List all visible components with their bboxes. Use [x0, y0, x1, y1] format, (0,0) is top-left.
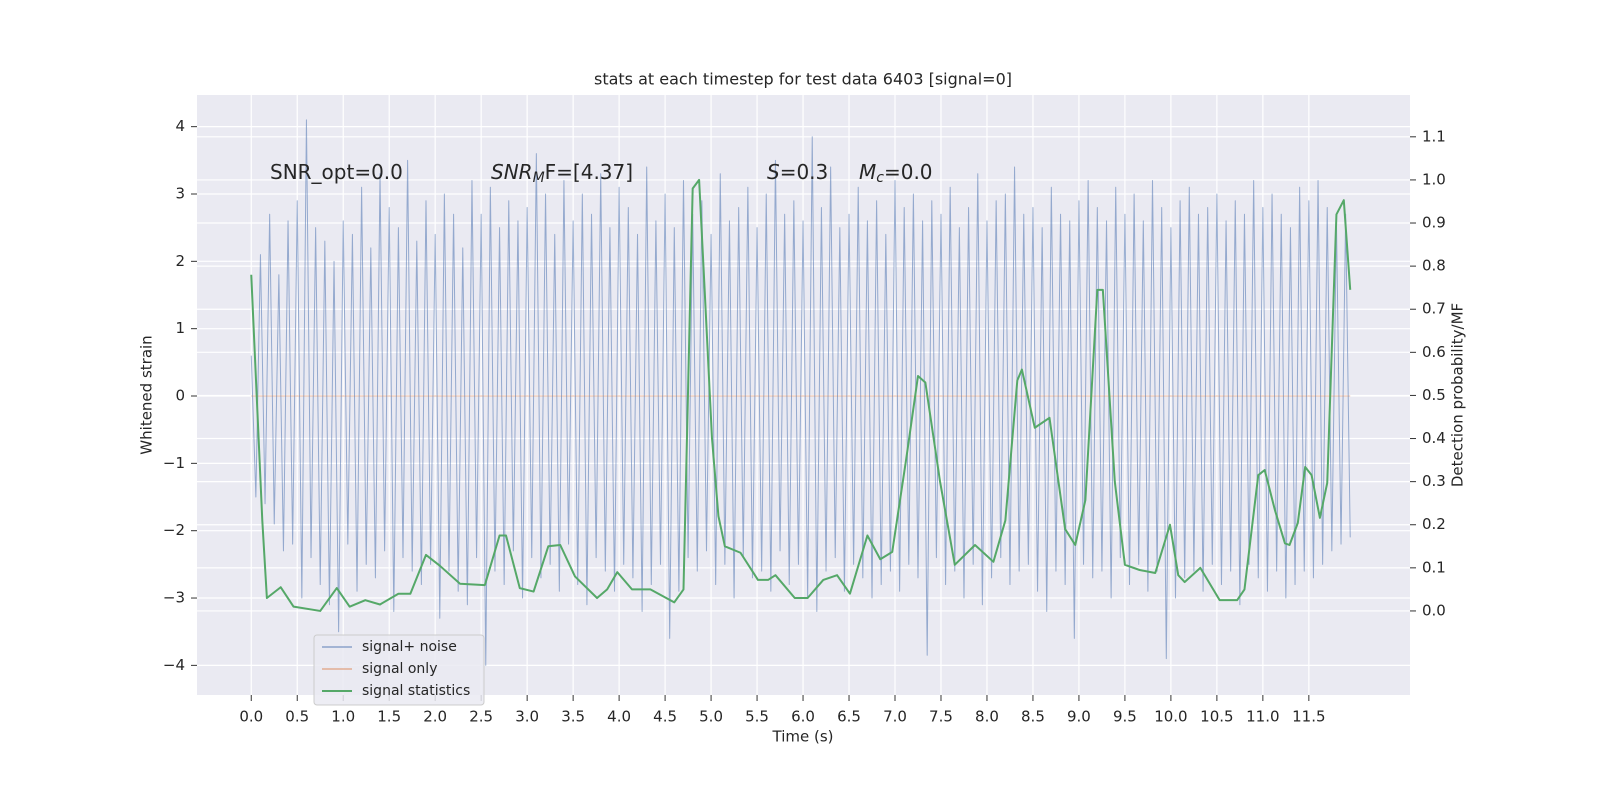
y-tick-label: −4: [163, 656, 185, 674]
annotation: SNR_opt=0.0: [270, 160, 403, 184]
annotation: Mc=0.0: [859, 160, 933, 187]
y-tick-label: 2: [175, 252, 185, 270]
y-tick-label: −2: [163, 521, 185, 539]
annotations: SNR_opt=0.0 SNRMF=[4.37] S=0.3 Mc=0.0: [270, 160, 933, 187]
y2-tick-label: 0.4: [1422, 429, 1446, 447]
legend-label: signal+ noise: [362, 639, 457, 655]
x-tick-label: 6.5: [837, 708, 861, 726]
y-tick-label: 0: [175, 387, 185, 405]
y2-tick-label: 0.2: [1422, 515, 1446, 533]
annotation-base: M: [859, 160, 876, 184]
x-tick-label: 8.0: [975, 708, 999, 726]
annotation: S=0.3: [767, 160, 828, 184]
lines: [250, 119, 1352, 666]
legend-box: [313, 634, 485, 706]
x-tick-label: 11.0: [1246, 708, 1279, 726]
legend-label: signal only: [362, 661, 437, 677]
series-line: [250, 119, 1351, 666]
annotation-sub: M: [533, 170, 545, 186]
y2-tick-label: 0.5: [1422, 386, 1446, 404]
annotation: SNRMF=[4.37]: [491, 160, 633, 187]
y2-tick-label: 0.9: [1422, 214, 1446, 232]
y2-tick-label: 0.0: [1422, 601, 1446, 619]
chart-title: stats at each timestep for test data 640…: [594, 70, 1012, 89]
x-tick-label: 0.0: [239, 708, 263, 726]
y-tick-label: 1: [175, 319, 185, 337]
y-tick-label: −1: [163, 454, 185, 472]
y2-tick-label: 0.3: [1422, 472, 1446, 490]
y2-tick-label: 0.7: [1422, 300, 1446, 318]
x-tick-label: 1.0: [331, 708, 355, 726]
y2-axis-label: Detection probability/MF: [1449, 303, 1467, 487]
x-tick-label: 2.0: [423, 708, 447, 726]
y-tick-label: 4: [175, 117, 185, 135]
x-tick-label: 10.0: [1154, 708, 1187, 726]
series-line: [250, 178, 1352, 612]
y2-tick-label: 0.6: [1422, 343, 1446, 361]
x-tick-label: 5.0: [699, 708, 723, 726]
y2-tick-label: 1.0: [1422, 170, 1446, 188]
annotation-rest: =0.3: [780, 160, 829, 184]
x-tick-label: 0.5: [285, 708, 309, 726]
y2-tick-label: 1.1: [1422, 127, 1446, 145]
x-tick-label: 3.0: [515, 708, 539, 726]
x-tick-label: 1.5: [377, 708, 401, 726]
legend-label: signal statistics: [362, 683, 470, 699]
x-axis-label: Time (s): [772, 728, 834, 746]
x-tick-label: 5.5: [745, 708, 769, 726]
y-axis-label: Whitened strain: [138, 335, 156, 454]
x-tick-label: 4.0: [607, 708, 631, 726]
y2-tick-label: 0.1: [1422, 558, 1446, 576]
y-tick-label: −3: [163, 589, 185, 607]
x-tick-label: 11.5: [1292, 708, 1325, 726]
annotation-base: SNR_opt=0.0: [270, 160, 403, 184]
annotation-base: S: [767, 160, 780, 184]
annotation-rest: =0.0: [884, 160, 933, 184]
x-tick-label: 3.5: [561, 708, 585, 726]
annotation-sub: c: [876, 170, 884, 186]
annotation-rest: F=[4.37]: [545, 160, 633, 184]
annotation-base: SNR: [491, 160, 533, 184]
x-tick-label: 2.5: [469, 708, 493, 726]
x-tick-label: 10.5: [1200, 708, 1233, 726]
x-tick-label: 7.5: [929, 708, 953, 726]
legend: signal+ noise signal only signal statistic…: [313, 634, 485, 706]
x-tick-label: 9.0: [1067, 708, 1091, 726]
x-tick-label: 8.5: [1021, 708, 1045, 726]
ticks: 0.0 0.5 1.0 1.5 2.0 2.5 3.0 3.5 4.0 4.5 5.0 5.5 6.0 6…: [163, 117, 1446, 725]
x-tick-label: 7.0: [883, 708, 907, 726]
y2-tick-label: 0.8: [1422, 257, 1446, 275]
x-tick-label: 4.5: [653, 708, 677, 726]
x-tick-label: 9.5: [1113, 708, 1137, 726]
x-tick-label: 6.0: [791, 708, 815, 726]
y-tick-label: 3: [175, 184, 185, 202]
